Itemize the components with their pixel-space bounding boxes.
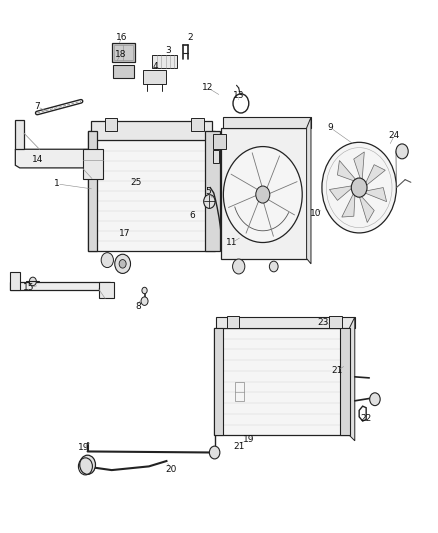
Text: 20: 20 xyxy=(165,465,177,473)
Text: 3: 3 xyxy=(166,46,172,55)
Text: 2: 2 xyxy=(188,33,193,42)
Bar xyxy=(214,328,223,435)
Circle shape xyxy=(322,142,396,233)
Polygon shape xyxy=(329,185,355,200)
Text: 22: 22 xyxy=(360,414,372,423)
Text: 16: 16 xyxy=(116,33,127,42)
Text: 13: 13 xyxy=(233,92,244,100)
Circle shape xyxy=(29,277,36,286)
Circle shape xyxy=(233,259,245,274)
Text: 15: 15 xyxy=(23,284,34,292)
Bar xyxy=(88,131,215,251)
Text: 5: 5 xyxy=(205,188,211,196)
Text: 21: 21 xyxy=(233,442,244,450)
Text: 11: 11 xyxy=(226,238,238,247)
Bar xyxy=(88,131,97,251)
Polygon shape xyxy=(342,190,355,217)
Circle shape xyxy=(223,147,302,243)
Circle shape xyxy=(396,144,408,159)
Bar xyxy=(213,134,226,149)
Bar xyxy=(15,120,24,149)
Bar xyxy=(205,131,220,251)
Text: 8: 8 xyxy=(135,302,141,311)
Bar xyxy=(91,121,212,140)
Bar xyxy=(143,70,166,84)
Bar xyxy=(105,118,117,131)
Text: 18: 18 xyxy=(115,50,126,59)
Polygon shape xyxy=(307,117,311,264)
Text: 21: 21 xyxy=(332,366,343,375)
Bar xyxy=(340,328,350,435)
Circle shape xyxy=(115,254,131,273)
Text: 25: 25 xyxy=(130,178,141,187)
Text: 17: 17 xyxy=(119,229,131,238)
Circle shape xyxy=(141,297,148,305)
Bar xyxy=(112,43,135,62)
Text: 1: 1 xyxy=(54,180,60,188)
Bar xyxy=(227,316,239,328)
Text: 10: 10 xyxy=(310,209,321,217)
Polygon shape xyxy=(10,282,110,290)
Bar xyxy=(10,272,20,290)
Bar xyxy=(328,316,342,328)
Text: 23: 23 xyxy=(318,318,329,327)
Polygon shape xyxy=(364,165,385,188)
Circle shape xyxy=(209,446,220,459)
Text: 19: 19 xyxy=(78,443,89,452)
Polygon shape xyxy=(358,193,374,222)
Bar xyxy=(214,328,350,435)
Bar xyxy=(113,65,134,78)
Circle shape xyxy=(256,186,270,203)
Polygon shape xyxy=(350,317,355,441)
Bar xyxy=(216,317,355,328)
Bar xyxy=(235,382,244,401)
Circle shape xyxy=(80,455,95,474)
Polygon shape xyxy=(15,149,94,171)
Bar xyxy=(152,55,177,68)
Circle shape xyxy=(101,253,113,268)
Bar xyxy=(191,118,204,131)
Circle shape xyxy=(142,287,147,294)
Polygon shape xyxy=(337,160,358,182)
Bar xyxy=(99,282,114,298)
Text: 6: 6 xyxy=(190,212,196,220)
Text: 4: 4 xyxy=(153,62,158,71)
Bar xyxy=(221,128,307,259)
Text: 12: 12 xyxy=(202,84,214,92)
Circle shape xyxy=(269,261,278,272)
Circle shape xyxy=(119,260,126,268)
Bar xyxy=(114,45,133,60)
Bar xyxy=(213,150,219,163)
Text: 24: 24 xyxy=(389,132,400,140)
Text: 19: 19 xyxy=(243,435,254,444)
Polygon shape xyxy=(362,188,387,201)
Polygon shape xyxy=(354,152,364,183)
Bar xyxy=(223,117,311,128)
Circle shape xyxy=(370,393,380,406)
Text: 14: 14 xyxy=(32,156,43,164)
Circle shape xyxy=(351,178,367,197)
Bar xyxy=(83,149,103,179)
Circle shape xyxy=(204,195,215,208)
Text: 9: 9 xyxy=(328,124,334,132)
Text: 7: 7 xyxy=(34,102,40,111)
